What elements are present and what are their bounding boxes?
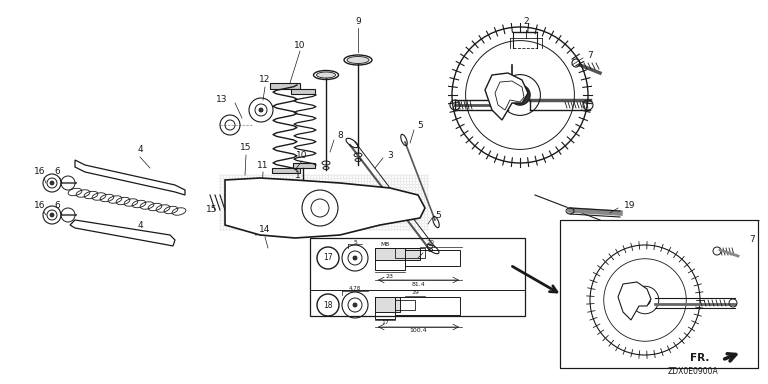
Bar (395, 297, 460, 315)
Text: 2: 2 (523, 18, 529, 26)
Ellipse shape (316, 72, 336, 78)
Bar (560, 220, 758, 368)
Circle shape (353, 256, 357, 260)
Text: 4: 4 (137, 220, 143, 230)
Bar (291, 89, 315, 94)
Text: 6: 6 (54, 167, 60, 177)
Text: 16: 16 (35, 167, 46, 177)
Text: 17: 17 (381, 321, 389, 326)
Text: 4: 4 (137, 146, 143, 154)
Bar (310, 238, 525, 316)
Text: 7: 7 (587, 51, 593, 60)
Bar (293, 163, 315, 168)
Circle shape (50, 181, 54, 185)
Bar (405, 250, 460, 266)
Text: 15: 15 (207, 205, 218, 215)
Text: 6: 6 (54, 200, 60, 210)
Circle shape (50, 213, 54, 217)
Text: 10: 10 (294, 40, 306, 50)
Polygon shape (618, 282, 651, 320)
Text: 10: 10 (296, 151, 308, 159)
Text: ZDX0E0900A: ZDX0E0900A (667, 367, 718, 376)
Text: 81.4: 81.4 (411, 281, 425, 286)
Bar (375, 297, 395, 319)
Polygon shape (75, 160, 185, 195)
Text: 7: 7 (749, 235, 755, 245)
Text: 5: 5 (435, 210, 441, 220)
Circle shape (353, 303, 357, 307)
Text: 19: 19 (411, 291, 419, 296)
Text: 8: 8 (337, 131, 343, 139)
Text: 4.78: 4.78 (349, 286, 361, 291)
Circle shape (640, 295, 650, 306)
Bar (560, 220, 758, 368)
Text: 14: 14 (260, 225, 270, 235)
Bar (270, 83, 300, 89)
Text: 16: 16 (35, 200, 46, 210)
Text: 12: 12 (260, 76, 270, 84)
Text: 5: 5 (417, 121, 423, 129)
Text: 19: 19 (624, 200, 636, 210)
Bar (375, 248, 420, 260)
Text: 23: 23 (386, 273, 394, 278)
Bar (395, 248, 425, 258)
Bar (375, 248, 405, 270)
Bar (272, 168, 300, 173)
Polygon shape (70, 220, 175, 246)
Text: FR.: FR. (690, 353, 710, 363)
Text: M8: M8 (380, 242, 389, 247)
Text: 5: 5 (353, 240, 357, 245)
Text: 1: 1 (295, 170, 301, 179)
Text: 17: 17 (323, 253, 333, 263)
Bar (375, 297, 400, 312)
Polygon shape (225, 178, 425, 238)
Text: 100.4: 100.4 (409, 328, 427, 333)
Text: 15: 15 (240, 144, 252, 152)
Circle shape (510, 85, 530, 105)
Bar (395, 300, 415, 310)
Text: 3: 3 (427, 245, 433, 255)
Text: 20: 20 (426, 240, 434, 245)
Polygon shape (495, 81, 524, 110)
Text: 9: 9 (355, 18, 361, 26)
Ellipse shape (347, 56, 369, 63)
Polygon shape (485, 73, 528, 120)
Text: 11: 11 (257, 161, 269, 169)
Text: 13: 13 (217, 96, 228, 104)
Circle shape (259, 108, 263, 112)
Text: 3: 3 (387, 151, 393, 159)
Text: 18: 18 (323, 301, 333, 310)
